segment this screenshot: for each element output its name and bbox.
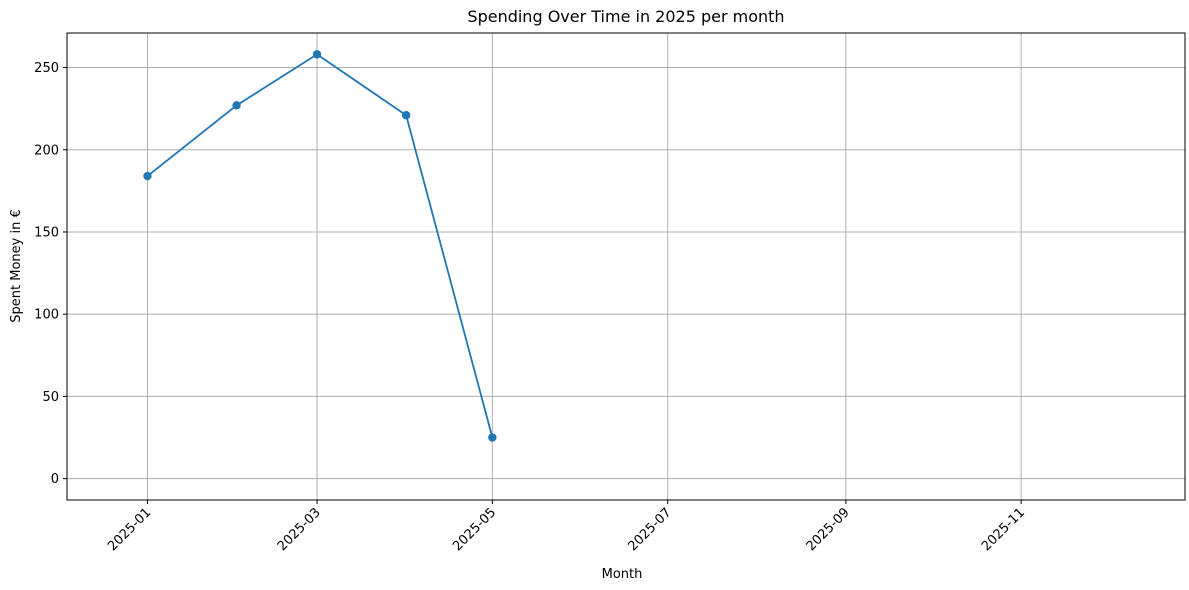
data-point <box>401 111 411 120</box>
y-tick-label: 100 <box>34 308 59 323</box>
x-axis-label: Month <box>602 567 643 582</box>
grid <box>67 33 1185 500</box>
y-tick-label: 150 <box>34 225 59 240</box>
y-axis-label: Spent Money in € <box>9 209 24 322</box>
data-point <box>232 101 241 110</box>
y-tick-label: 0 <box>51 472 59 487</box>
plot-frame <box>66 32 1186 501</box>
series-layer <box>143 50 497 442</box>
chart-title: Spending Over Time in 2025 per month <box>467 7 784 26</box>
y-tick-label: 200 <box>34 143 59 158</box>
y-tick-label: 50 <box>42 390 59 405</box>
data-point <box>312 50 322 59</box>
data-point <box>488 433 497 442</box>
y-tick-label: 250 <box>34 61 59 76</box>
data-point <box>143 171 152 181</box>
